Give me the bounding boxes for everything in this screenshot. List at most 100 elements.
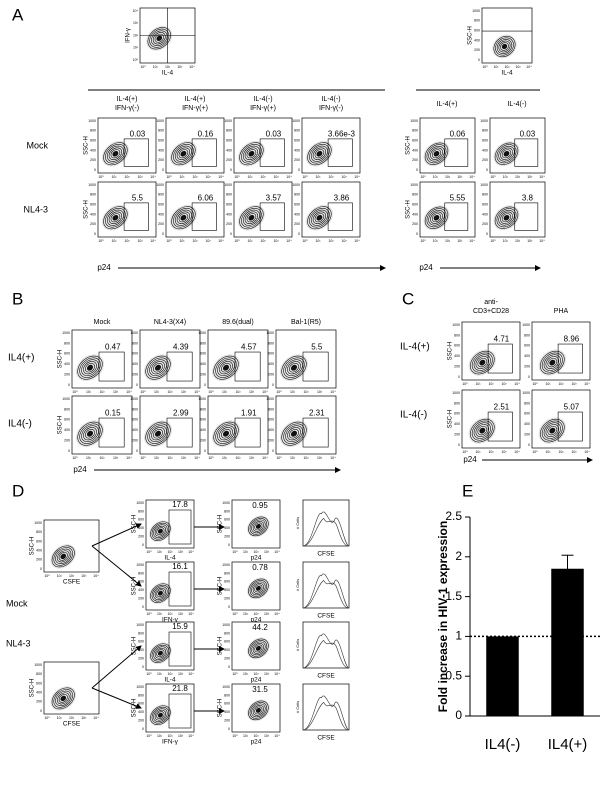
contour [154, 430, 162, 437]
y-tick-label: 800 [158, 193, 164, 197]
y-tick-label: 600 [268, 352, 274, 356]
contour [428, 209, 445, 226]
contour [287, 427, 301, 441]
contour [430, 211, 443, 224]
gate-value: 3.8 [522, 194, 534, 203]
x-tick-label: 10⁰ [72, 456, 78, 460]
x-tick-label: 10² [328, 239, 334, 243]
y-tick-label: 800 [524, 401, 530, 405]
contour [473, 422, 491, 439]
contour [252, 521, 265, 532]
y-tick-label: 400 [482, 212, 488, 216]
y-tick-label: 400 [90, 212, 96, 216]
y-tick-label: 1000 [452, 391, 460, 395]
column-header: CD3+CD28 [473, 308, 509, 315]
y-tick-label: 1000 [410, 119, 418, 123]
x-tick-label: 10⁰ [302, 239, 308, 243]
gate-value: 5.07 [564, 403, 580, 412]
y-tick-label: 0 [416, 232, 418, 236]
y-tick-label: 800 [90, 193, 96, 197]
y-axis-label: SSC-H [406, 200, 412, 219]
x-tick-label: 10³ [137, 175, 143, 179]
y-tick-label: 200 [268, 439, 274, 443]
x-axis-label: p24 [97, 263, 111, 272]
x-tick-label: 10² [167, 734, 173, 738]
y-tick-label: 1000 [62, 331, 70, 335]
y-tick-label: 10¹ [133, 46, 139, 50]
y-tick-label: 800 [36, 530, 42, 534]
y-tick-label: 600 [36, 539, 42, 543]
x-tick-label: 10¹ [154, 390, 160, 394]
bar [486, 636, 519, 716]
y-tick-label: 0 [204, 449, 206, 453]
row-label: Mock [6, 598, 28, 608]
x-tick-label: 10¹ [243, 672, 249, 676]
y-tick-label: 0 [162, 232, 164, 236]
contour [248, 214, 255, 221]
y-tick-label: 400 [90, 148, 96, 152]
y-tick-label: 1000 [198, 331, 206, 335]
y-tick-label: 0 [486, 168, 488, 172]
x-tick-label: 10¹ [503, 175, 509, 179]
x-tick-label: 10⁰ [98, 239, 104, 243]
y-axis-label: SSC-H [58, 416, 64, 435]
x-tick-label: 10⁴ [526, 65, 532, 69]
y-tick-label: 800 [224, 509, 230, 513]
y-tick-label: 800 [474, 19, 480, 23]
contour [549, 427, 556, 434]
contour [174, 145, 192, 162]
contour [469, 350, 495, 375]
y-tick-label: 1000 [130, 331, 138, 335]
x-tick-label: 10³ [113, 390, 119, 394]
y-tick-label: 1000 [136, 685, 144, 689]
y-tick-label: 800 [200, 407, 206, 411]
y-tick-label: 800 [64, 407, 70, 411]
y-tick-label: 400 [226, 212, 232, 216]
contour [248, 516, 269, 537]
y-tick-label: 600 [268, 418, 274, 422]
y-tick-label: 200 [132, 439, 138, 443]
y-tick-label: 800 [64, 341, 70, 345]
column-header: IL-4(+) [437, 101, 458, 108]
panel-label: A [12, 5, 24, 24]
contour [539, 418, 565, 443]
x-tick-label: 10² [167, 612, 173, 616]
contour [103, 142, 128, 166]
x-tick-label: 10² [167, 550, 173, 554]
contour [543, 354, 561, 371]
y-axis-label: SSC-H [448, 410, 454, 429]
x-tick-label: 10⁴ [274, 612, 280, 616]
x-tick-label: 10³ [177, 65, 183, 69]
contour [248, 700, 269, 721]
x-tick-label: 10¹ [433, 239, 439, 243]
y-tick-label: 400 [138, 710, 144, 714]
contour [498, 40, 511, 53]
y-tick-label: 400 [36, 549, 42, 553]
x-tick-label: 10¹ [545, 382, 551, 386]
x-tick-label: 10⁰ [234, 175, 240, 179]
gate [444, 138, 469, 167]
contour [495, 37, 514, 56]
y-tick-label: 400 [294, 148, 300, 152]
x-tick-label: 10¹ [493, 65, 499, 69]
contour [60, 695, 67, 702]
y-tick-label: 10⁴ [133, 9, 139, 13]
y-tick-label: 200 [482, 158, 488, 162]
x-tick-label: 10³ [249, 390, 255, 394]
x-tick-label: 10⁰ [420, 239, 426, 243]
gate-value: 15.9 [172, 622, 188, 631]
x-axis-label: CFSE [317, 735, 335, 742]
contour [239, 206, 264, 230]
contour [58, 552, 68, 561]
contour [51, 545, 75, 568]
y-tick-label: 600 [524, 412, 530, 416]
panel-label: D [12, 481, 24, 500]
x-tick-label: 10³ [178, 550, 184, 554]
y-tick-label: 1000 [156, 119, 164, 123]
column-header: IL-4(+) [117, 96, 138, 103]
y-tick-label: 200 [138, 597, 144, 601]
column-header: IFN-γ(+) [182, 105, 208, 112]
gate-value: 31.5 [252, 685, 268, 694]
x-tick-label: 10⁰ [276, 456, 282, 460]
contour [153, 646, 168, 661]
